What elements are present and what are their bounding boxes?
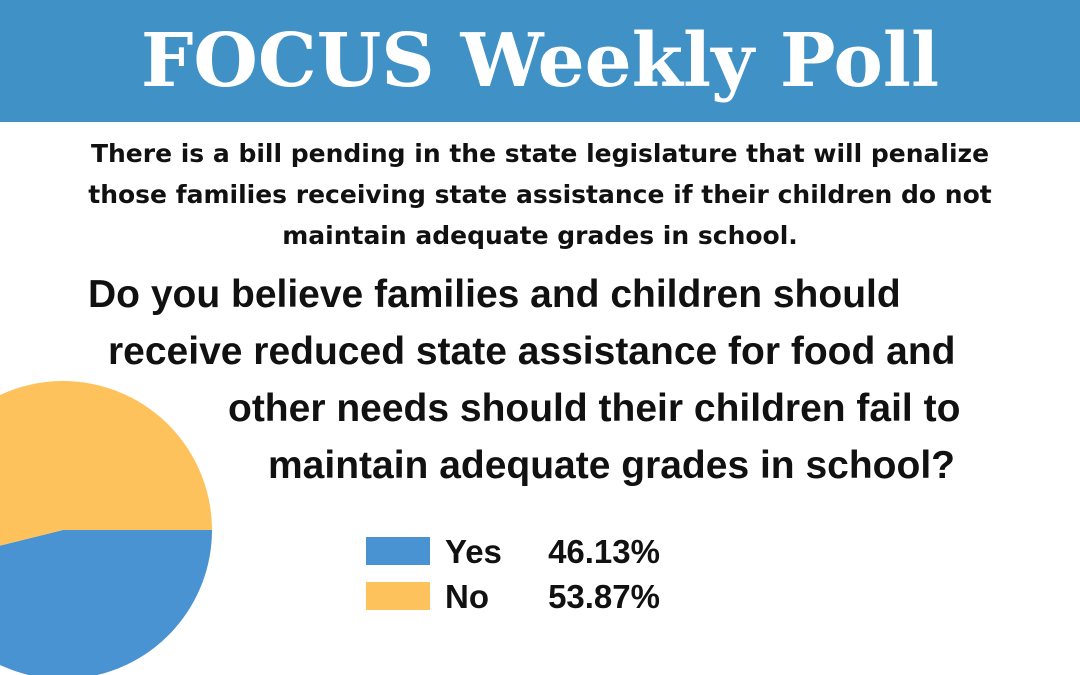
header-title: FOCUS Weekly Poll [141, 18, 939, 104]
pie-slice [0, 530, 212, 675]
legend-swatch [366, 537, 430, 565]
intro-line: those families receiving state assistanc… [88, 180, 992, 209]
legend-label: Yes [445, 533, 502, 570]
legend-label: No [445, 578, 489, 615]
legend: Yes 46.13% No 53.87% [366, 533, 660, 615]
legend-value: 46.13% [548, 533, 660, 570]
legend-value: 53.87% [548, 578, 660, 615]
intro-line: There is a bill pending in the state leg… [91, 139, 989, 168]
question-line: maintain adequate grades in school? [268, 444, 955, 487]
pie [0, 381, 212, 675]
question-line: Do you believe families and children sho… [88, 273, 901, 316]
intro-line: maintain adequate grades in school. [282, 221, 798, 250]
legend-swatch [366, 582, 430, 610]
pie-slice [0, 381, 212, 546]
header-band [0, 0, 1080, 122]
question-line: other needs should their children fail t… [228, 387, 960, 430]
question-line: receive reduced state assistance for foo… [108, 330, 956, 373]
